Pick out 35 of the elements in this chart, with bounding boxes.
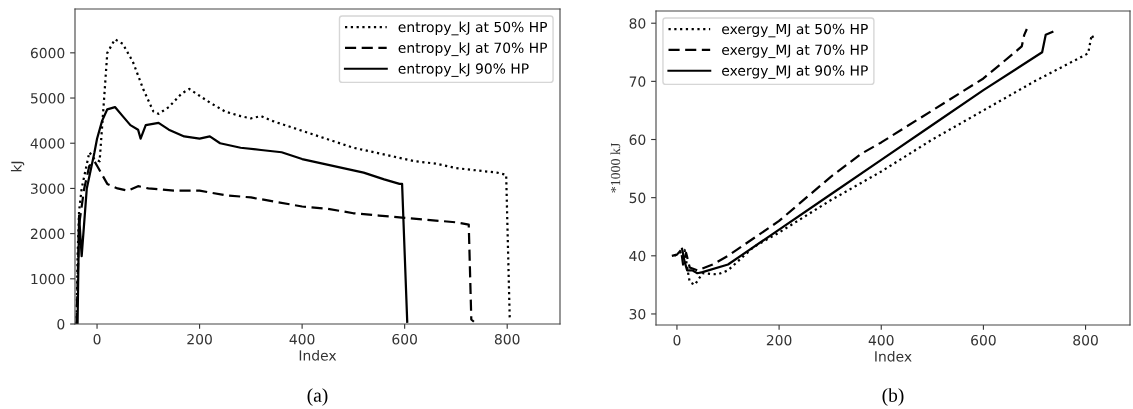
text: (b) [882, 388, 904, 406]
y-tick-label: 0 [57, 318, 65, 330]
y-tick-label: 80 [629, 18, 646, 29]
x-tick-label: 400 [868, 334, 894, 346]
x-tick-label: 800 [494, 333, 520, 345]
y-tick-label: 50 [629, 192, 646, 204]
y-tick-label: 6000 [30, 47, 65, 59]
x-tick-label: 400 [289, 333, 315, 345]
y-tick-label: 2000 [30, 228, 65, 240]
legend-label: exergy_MJ at 70% HP [722, 44, 868, 59]
y-axis-title: kJ [10, 161, 25, 172]
x-tick-label: 600 [392, 333, 417, 345]
y-tick-label: 1000 [31, 273, 65, 285]
y-tick-label: 70 [629, 76, 646, 87]
x-axis-title: Index [299, 349, 337, 361]
legend-label: entropy_kJ at 50% HP [398, 21, 548, 36]
y-tick-label: 30 [629, 308, 646, 320]
x-tick-label: 0 [93, 333, 101, 345]
x-tick-label: 200 [766, 334, 792, 346]
y-tick-label: 60 [629, 134, 646, 145]
x-axis-title: Index [875, 350, 912, 362]
legend-label: exergy_MJ at 50% HP [722, 23, 868, 38]
y-tick-label: 4000 [30, 138, 65, 149]
x-tick-label: 0 [673, 334, 681, 346]
y-axis-title: *1000 kJ [610, 143, 621, 193]
legend-label: entropy_kJ at 70% HP [398, 42, 548, 57]
legend-label: entropy_kJ 90% HP [398, 63, 529, 77]
y-tick-label: 40 [629, 250, 646, 262]
y-tick-label: 5000 [31, 93, 65, 104]
x-tick-label: 800 [1073, 334, 1098, 346]
x-tick-label: 200 [187, 333, 212, 345]
x-tick-label: 600 [971, 334, 996, 346]
y-tick-label: 3000 [30, 183, 65, 194]
text: (a) [307, 388, 328, 406]
legend-label: exergy_MJ at 90% HP [722, 65, 868, 79]
